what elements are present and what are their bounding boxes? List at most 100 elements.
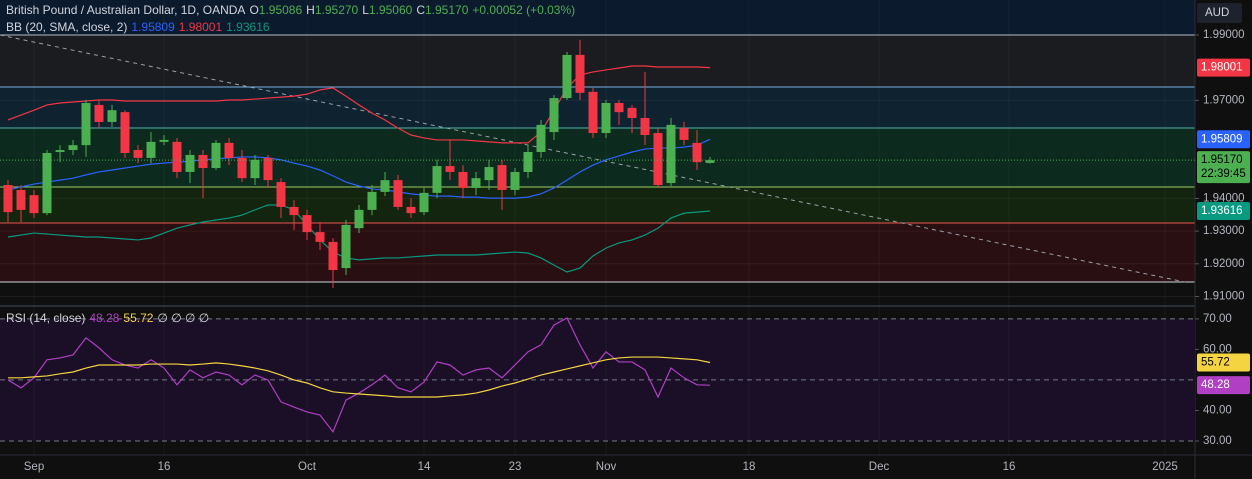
bollinger-line <box>7 65 711 144</box>
candle-body <box>289 206 299 216</box>
candle-body <box>68 145 78 151</box>
zone <box>0 0 1195 35</box>
candle-body <box>393 180 403 207</box>
symbol-title: British Pound / Australian Dollar, 1D, O… <box>6 3 246 17</box>
candle-body <box>224 142 234 158</box>
candle-body <box>575 54 585 93</box>
ohlc-prefix: H <box>306 3 315 17</box>
x-tick-label: Dec <box>869 461 890 473</box>
price-tag <box>1197 58 1250 77</box>
rsi-line <box>8 356 711 398</box>
candle-body <box>705 160 715 163</box>
currency-box <box>1197 3 1242 23</box>
candle-body <box>341 224 351 269</box>
price-axis <box>1195 0 1252 479</box>
y-tick-label: 1.99000 <box>1203 29 1245 41</box>
candle-body <box>29 195 39 214</box>
ohlc-prefix: C <box>416 3 425 17</box>
price-tag <box>1197 201 1250 220</box>
y-tick-label: 60.00 <box>1203 343 1232 355</box>
candle-body <box>211 142 221 169</box>
y-tick-label: 40.00 <box>1203 404 1232 416</box>
candle-body <box>419 192 429 213</box>
candle-body <box>328 241 338 271</box>
bollinger-line <box>7 138 711 199</box>
price-tag <box>1197 130 1250 149</box>
y-tick-label: 70.00 <box>1203 313 1232 325</box>
candle-body <box>432 166 442 193</box>
candle-body <box>250 159 260 179</box>
ohlc-value: 1.95170 <box>424 3 469 17</box>
candle-body <box>692 142 702 163</box>
rsi-title: RSI (14, close) <box>6 311 86 325</box>
candle-body <box>484 167 494 181</box>
symbol-legend: British Pound / Australian Dollar, 1D, O… <box>6 3 579 17</box>
x-tick-label: 18 <box>743 461 756 473</box>
price-tag-label: 1.98001 <box>1201 62 1243 74</box>
indicator-value: 1.93616 <box>226 20 270 34</box>
candle-body <box>107 110 117 122</box>
candle-body <box>536 124 546 153</box>
x-tick-label: 14 <box>418 461 431 473</box>
candle-body <box>133 150 143 158</box>
candle-body <box>120 112 130 153</box>
y-tick-label: 1.93000 <box>1203 225 1245 237</box>
empty-values: ∅ ∅ ∅ ∅ <box>157 311 210 325</box>
candle-body <box>302 215 312 233</box>
change: +0.00052 (+0.03%) <box>472 3 576 17</box>
candle-body <box>55 150 65 153</box>
candle-body <box>237 157 247 179</box>
candle-body <box>367 191 377 210</box>
y-tick-label: 1.94000 <box>1203 192 1245 204</box>
price-tag <box>1197 376 1250 395</box>
rsi-value: 55.72 <box>123 311 154 325</box>
candle-body <box>94 104 104 122</box>
x-tick-label: 23 <box>509 461 522 473</box>
x-tick-label: 16 <box>1003 461 1016 473</box>
indicator-value: 1.98001 <box>178 20 223 34</box>
indicator-value: 1.95809 <box>131 20 175 34</box>
rsi-value: 48.28 <box>89 311 120 325</box>
zone <box>0 223 1195 282</box>
rsi-legend: RSI (14, close) 48.28 55.72 ∅ ∅ ∅ ∅ <box>6 311 213 325</box>
candle-body <box>458 171 468 188</box>
candle-body <box>146 141 156 158</box>
candle-body <box>627 107 637 119</box>
candle-body <box>42 152 52 214</box>
trend-line <box>0 34 1186 283</box>
candle-body <box>263 157 273 181</box>
y-tick-label: 1.91000 <box>1203 291 1245 303</box>
candle-body <box>16 189 26 210</box>
candle-body <box>185 154 195 172</box>
y-tick-label: 1.97000 <box>1203 94 1245 106</box>
price-tag-label: 1.95809 <box>1201 133 1243 145</box>
candle-body <box>601 102 611 134</box>
ohlc-value: 1.95270 <box>314 3 359 17</box>
candle-body <box>81 102 91 146</box>
candle-body <box>666 124 676 184</box>
candle-body <box>406 206 416 214</box>
candle-body <box>198 154 208 169</box>
candle-body <box>640 118 650 136</box>
ohlc-value: 1.95086 <box>258 3 303 17</box>
candle-body <box>354 209 364 229</box>
y-tick-label: 1.92000 <box>1203 258 1245 270</box>
price-tag-label: 55.72 <box>1201 357 1230 369</box>
candle-body <box>523 152 533 172</box>
ohlc-prefix: L <box>362 3 369 17</box>
price-tag <box>1197 151 1250 184</box>
candle-body <box>172 141 182 172</box>
x-tick-label: Sep <box>24 461 44 473</box>
price-tag-label: 1.93616 <box>1201 205 1243 217</box>
indicator-legend: BB (20, SMA, close, 2) 1.95809 1.98001 1.93… <box>6 20 274 34</box>
candle-body <box>497 165 507 190</box>
price-tag-label: 22:39:45 <box>1201 168 1246 180</box>
candle-body <box>679 128 689 140</box>
candle-body <box>315 232 325 242</box>
candle-body <box>562 54 572 99</box>
candle-body <box>614 102 624 113</box>
candle-body <box>3 185 13 213</box>
indicator-title: BB (20, SMA, close, 2) <box>6 20 128 34</box>
